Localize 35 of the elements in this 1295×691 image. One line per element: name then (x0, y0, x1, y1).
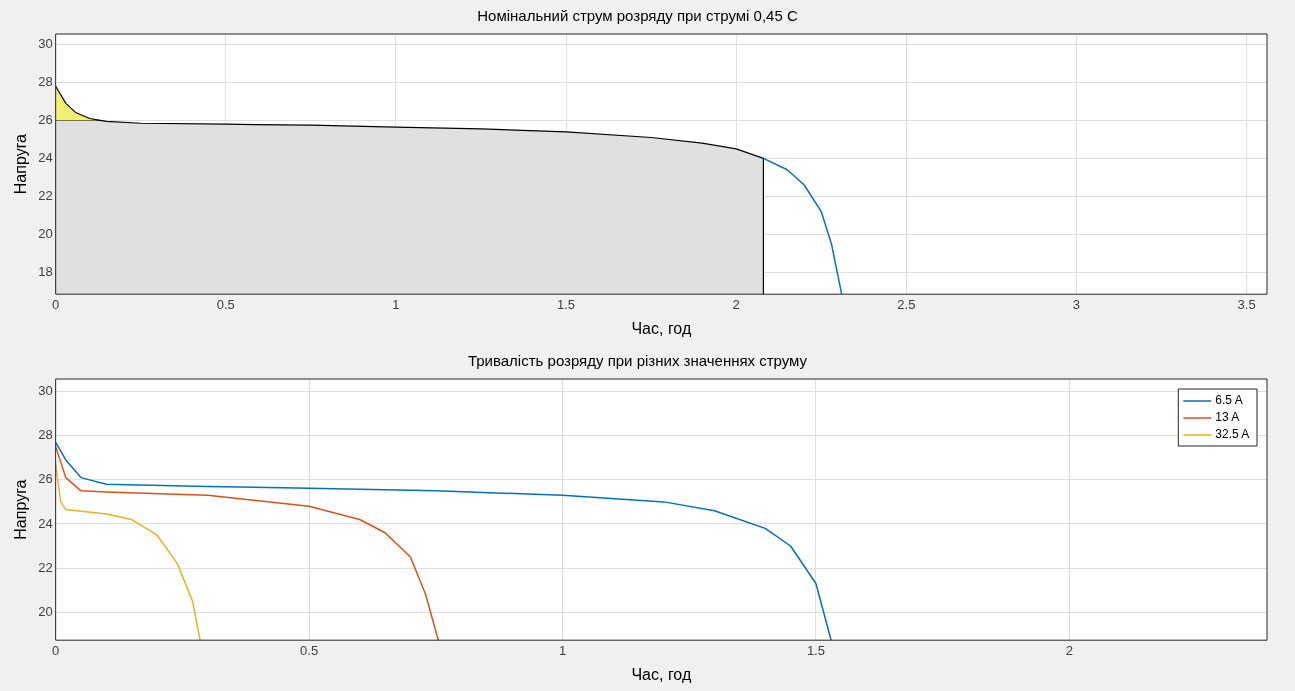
x-tick-label: 3.5 (1237, 296, 1256, 312)
x-axis-title: Час, год (631, 665, 692, 683)
y-tick-label: 28 (38, 74, 53, 90)
y-tick-label: 20 (38, 225, 53, 241)
legend-label: 32.5 A (1215, 427, 1250, 442)
y-tick-label: 26 (38, 111, 53, 127)
y-tick-label: 28 (38, 427, 53, 443)
x-tick-label: 0 (52, 642, 60, 658)
y-tick-label: 24 (38, 515, 53, 531)
x-tick-label: 2 (732, 296, 740, 312)
chart-title: Тривалість розряду при різних значеннях струму (467, 352, 808, 370)
y-tick-label: 26 (38, 471, 53, 487)
chart-title: Номінальний струм розряду при струмі 0,45 С (477, 7, 798, 25)
x-tick-label: 1.5 (557, 296, 576, 312)
x-tick-label: 1 (558, 642, 567, 658)
x-tick-label: 2.5 (897, 296, 916, 312)
y-tick-label: 22 (38, 559, 53, 575)
y-tick-label: 20 (38, 603, 53, 619)
legend-label: 13 A (1215, 410, 1240, 425)
y-tick-label: 22 (38, 187, 53, 203)
x-tick-label: 0.5 (300, 642, 319, 658)
x-tick-label: 0.5 (216, 296, 235, 312)
y-axis-title: Напруга (12, 479, 30, 540)
y-tick-label: 30 (38, 383, 53, 399)
y-axis-title: Напруга (12, 133, 30, 195)
x-tick-label: 1 (392, 296, 400, 312)
x-tick-label: 3 (1072, 296, 1081, 312)
legend-label: 6.5 A (1215, 393, 1243, 408)
y-tick-label: 24 (38, 149, 53, 165)
y-tick-label: 18 (38, 263, 53, 279)
x-tick-label: 1.5 (806, 642, 825, 658)
x-tick-label: 2 (1065, 642, 1073, 658)
y-tick-label: 30 (38, 36, 53, 52)
x-tick-label: 0 (52, 296, 60, 312)
x-axis-title: Час, год (631, 319, 692, 337)
